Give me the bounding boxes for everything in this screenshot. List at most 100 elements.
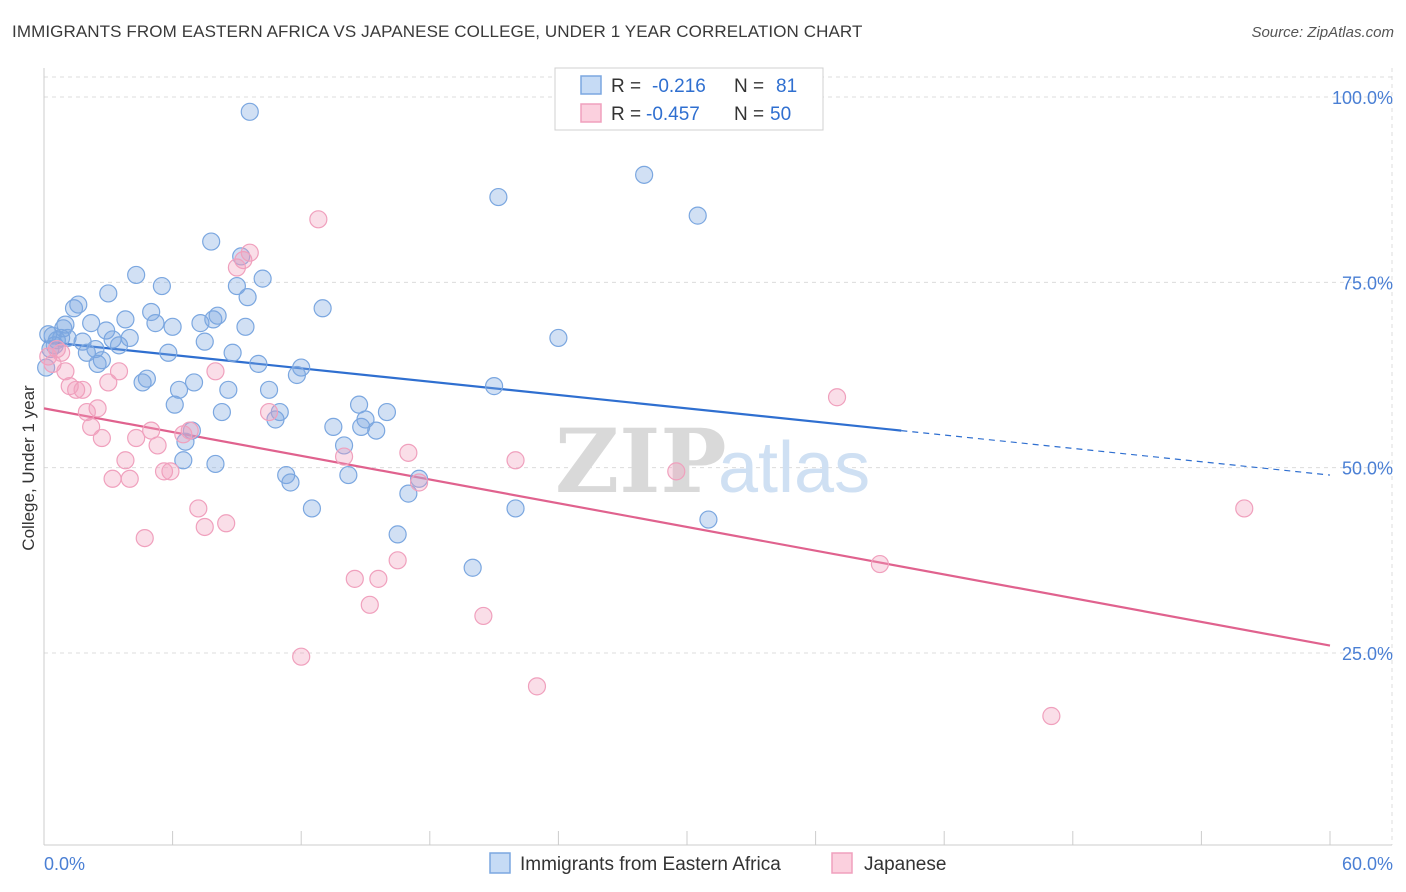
legend-swatch-japanese bbox=[831, 852, 853, 874]
point-eastern-africa bbox=[249, 354, 268, 373]
point-eastern-africa bbox=[219, 380, 238, 399]
point-japanese bbox=[1235, 499, 1254, 518]
stats-legend-blue-swatch bbox=[580, 75, 602, 95]
point-japanese bbox=[154, 462, 174, 481]
point-japanese bbox=[77, 402, 96, 422]
point-japanese bbox=[259, 402, 279, 422]
point-japanese bbox=[189, 499, 208, 518]
point-eastern-africa bbox=[212, 402, 231, 422]
point-japanese bbox=[240, 243, 259, 262]
point-eastern-africa bbox=[184, 373, 204, 392]
point-eastern-africa bbox=[86, 339, 105, 359]
point-japanese bbox=[73, 380, 92, 399]
point-japanese bbox=[1042, 706, 1061, 726]
stats-n-label-2: N = bbox=[734, 104, 764, 125]
y-tick-label: 25.0% bbox=[1342, 644, 1393, 664]
point-eastern-africa bbox=[146, 314, 165, 333]
point-eastern-africa bbox=[142, 302, 161, 322]
point-eastern-africa bbox=[356, 410, 375, 429]
point-japanese bbox=[870, 554, 890, 574]
point-eastern-africa bbox=[163, 317, 182, 336]
point-eastern-africa bbox=[223, 343, 242, 362]
point-japanese bbox=[360, 595, 379, 614]
point-eastern-africa bbox=[99, 284, 118, 303]
chart-title: IMMIGRANTS FROM EASTERN AFRICA VS JAPANE… bbox=[12, 22, 863, 41]
stats-r-value-2: -0.457 bbox=[646, 104, 700, 125]
data-points bbox=[37, 102, 1254, 726]
point-japanese bbox=[399, 443, 418, 462]
gridlines bbox=[44, 68, 1393, 845]
point-japanese bbox=[99, 373, 118, 392]
point-eastern-africa bbox=[240, 102, 259, 121]
point-eastern-africa bbox=[165, 395, 184, 414]
point-japanese bbox=[234, 250, 253, 270]
point-eastern-africa bbox=[208, 306, 227, 325]
point-eastern-africa bbox=[120, 328, 139, 348]
point-eastern-africa bbox=[485, 377, 504, 396]
point-japanese bbox=[56, 362, 75, 381]
series-legend: Immigrants from Eastern Africa Japanese bbox=[489, 852, 946, 875]
y-tick-label: 75.0% bbox=[1342, 273, 1393, 293]
point-eastern-africa bbox=[367, 421, 386, 440]
point-eastern-africa bbox=[699, 510, 718, 529]
watermark: ZIP atlas bbox=[555, 409, 870, 513]
stats-n-label-1: N = bbox=[734, 76, 764, 97]
point-eastern-africa bbox=[56, 315, 75, 334]
point-japanese bbox=[67, 380, 86, 399]
point-eastern-africa bbox=[137, 369, 156, 388]
point-eastern-africa bbox=[292, 358, 311, 377]
point-japanese bbox=[527, 677, 547, 696]
stats-r-value-1: -0.216 bbox=[652, 76, 706, 97]
watermark-zip: ZIP bbox=[555, 409, 727, 513]
point-japanese bbox=[474, 606, 493, 626]
point-japanese bbox=[127, 428, 146, 448]
stats-legend-pink-swatch bbox=[580, 103, 602, 123]
legend-label-japanese: Japanese bbox=[864, 854, 946, 875]
point-eastern-africa bbox=[176, 432, 195, 451]
y-axis-label: College, Under 1 year bbox=[19, 385, 38, 551]
point-eastern-africa bbox=[238, 288, 257, 307]
point-eastern-africa bbox=[236, 317, 255, 336]
point-eastern-africa bbox=[635, 165, 654, 184]
point-japanese bbox=[148, 436, 167, 455]
point-eastern-africa bbox=[506, 499, 525, 518]
point-eastern-africa bbox=[259, 380, 279, 399]
point-japanese bbox=[309, 210, 328, 229]
x-tick-label: 0.0% bbox=[44, 854, 85, 874]
point-eastern-africa bbox=[339, 465, 358, 485]
point-eastern-africa bbox=[152, 276, 171, 296]
stats-r-label-1: R = bbox=[611, 76, 641, 97]
point-japanese bbox=[195, 517, 214, 537]
stats-n-value-1: 81 bbox=[776, 76, 797, 97]
point-japanese bbox=[409, 473, 429, 492]
point-japanese bbox=[388, 551, 407, 570]
point-eastern-africa bbox=[127, 265, 146, 285]
point-japanese bbox=[217, 514, 236, 533]
point-japanese bbox=[82, 417, 101, 436]
point-japanese bbox=[161, 462, 180, 481]
axes bbox=[43, 68, 1392, 846]
point-eastern-africa bbox=[195, 332, 214, 351]
source-label: Source: ZipAtlas.com bbox=[1251, 24, 1394, 41]
point-eastern-africa bbox=[159, 343, 178, 362]
point-eastern-africa bbox=[202, 232, 221, 251]
trend-line-japanese bbox=[43, 407, 1331, 647]
point-japanese bbox=[88, 399, 107, 418]
trend-line-eastern-africa-extension bbox=[901, 430, 1331, 476]
point-eastern-africa bbox=[489, 187, 508, 207]
point-japanese bbox=[292, 647, 311, 666]
point-eastern-africa bbox=[324, 417, 343, 436]
trend-line-eastern-africa bbox=[43, 340, 902, 432]
x-tick-labels: 0.0% 60.0% bbox=[44, 854, 1393, 874]
point-eastern-africa bbox=[688, 206, 707, 225]
point-eastern-africa bbox=[116, 310, 135, 329]
point-eastern-africa bbox=[281, 473, 300, 492]
watermark-atlas: atlas bbox=[718, 428, 870, 508]
point-eastern-africa bbox=[174, 451, 193, 470]
point-eastern-africa bbox=[549, 328, 568, 348]
point-eastern-africa bbox=[302, 499, 322, 518]
y-tick-labels: 25.0% 50.0% 75.0% 100.0% bbox=[1332, 88, 1393, 664]
point-eastern-africa bbox=[313, 299, 332, 318]
point-eastern-africa bbox=[206, 454, 225, 474]
